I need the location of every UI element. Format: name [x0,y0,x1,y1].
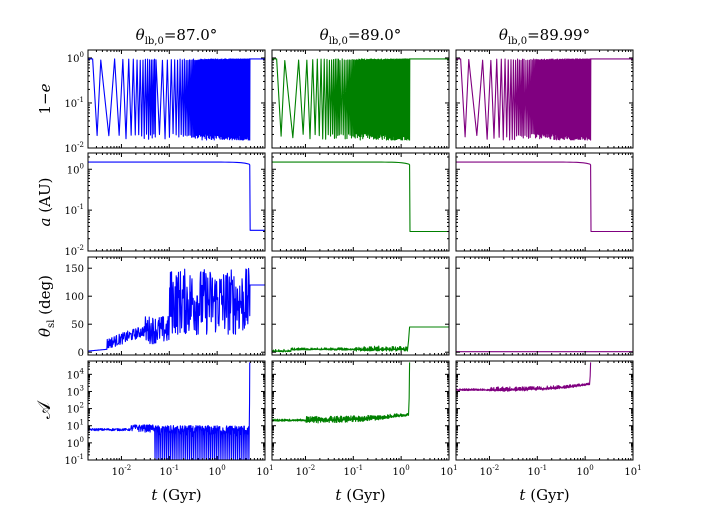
panel-frame [455,360,634,461]
column-title-1: θlb,0=87.0° [136,26,218,47]
series-line-r2-c2 [272,161,449,233]
x-tick-label: 10-2 [296,464,316,478]
panel-r1-c3 [455,49,634,149]
panel-frame [87,152,266,252]
panel-r4-c1: 10-1 100 101 102 103 104 10-2 10-1 100 101 [64,360,274,478]
y-tick-label: 100 [67,436,84,450]
series-line-r2-c3 [456,161,633,233]
y-tick-label: 100 [67,162,84,176]
series-line-r1-c1 [88,58,265,141]
column-title-3: θlb,0=89.99° [499,26,590,47]
row-ylabel-4: 𝒜 [34,400,55,419]
y-tick-label: 103 [67,384,84,398]
y-tick-label: 10-2 [64,141,84,155]
y-tick-label: 100 [67,51,84,65]
series-line-r1-c3 [456,58,633,141]
series-line-r1-c2 [272,58,449,141]
row-labels: 1−e a (AU) θsl (deg) 𝒜 [34,83,57,419]
y-tick-label: 10-1 [64,203,84,217]
row-ylabel-3: θsl (deg) [36,275,57,337]
x-axis-label-2: t (Gyr) [335,486,385,504]
x-tick-label: 10-1 [344,464,364,478]
y-tick-label: 10-1 [64,96,84,110]
series-line-r2-c1 [88,161,265,231]
panel-r3-c3 [455,256,634,356]
panel-r2-c2 [271,152,450,252]
series-line-r3-c2 [272,326,449,353]
panel-r1-c1: 10-2 10-1 100 [64,49,266,155]
panel-frame [455,256,634,356]
y-tick-label: 10-2 [64,244,84,258]
column-titles: θlb,0=87.0° θlb,0=89.0° θlb,0=89.99° [136,26,590,47]
panel-grid: 10-210-110010-210-110005010015010-110010… [64,49,642,478]
x-tick-label: 100 [393,464,410,478]
y-tick-label: 10-1 [64,453,84,467]
x-tick-label: 10-2 [480,464,500,478]
y-tick-label: 102 [67,402,84,416]
panel-r3-c1: 0 50 100 150 [65,256,266,359]
panel-frame [271,49,450,149]
panel-frame [87,49,266,149]
x-tick-label: 100 [577,464,594,478]
x-tick-label: 10-1 [160,464,180,478]
x-axis-label-3: t (Gyr) [519,486,569,504]
panel-frame [271,152,450,252]
y-tick-label: 101 [67,419,84,433]
x-tick-label: 101 [256,464,273,478]
panel-frame [271,360,450,461]
x-axis-label-1: t (Gyr) [151,486,201,504]
y-tick-label: 50 [71,320,84,331]
column-title-2: θlb,0=89.0° [320,26,402,47]
y-tick-label: 150 [65,264,84,275]
row-ylabel-2: a (AU) [36,178,54,227]
series-line-r3-c1 [88,267,265,352]
x-axis-labels: t (Gyr) t (Gyr) t (Gyr) [151,486,569,504]
y-tick-label: 100 [65,292,84,303]
x-tick-label: 10-2 [112,464,132,478]
y-tick-label: 0 [78,348,84,359]
x-tick-label: 101 [624,464,641,478]
panel-r4-c2: 10-2 10-1 100 101 [271,360,458,478]
panel-frame [455,152,634,252]
panel-frame [271,256,450,356]
panel-frame [87,256,266,356]
panel-r3-c2 [271,256,450,356]
row-ylabel-1: 1−e [36,83,54,114]
x-tick-label: 10-1 [528,464,548,478]
panel-r1-c2 [271,49,450,149]
y-tick-label: 104 [67,367,85,381]
series-line-r4-c3 [456,362,592,392]
panel-r2-c1: 10-2 10-1 100 [64,152,266,258]
panel-r2-c3 [455,152,634,252]
panel-r4-c3: 10-2 10-1 100 101 [455,360,642,478]
x-tick-label: 101 [440,464,457,478]
panel-frame [455,49,634,149]
series-line-r4-c2 [272,362,411,424]
series-line-r4-c1 [88,362,251,460]
x-tick-label: 100 [209,464,226,478]
